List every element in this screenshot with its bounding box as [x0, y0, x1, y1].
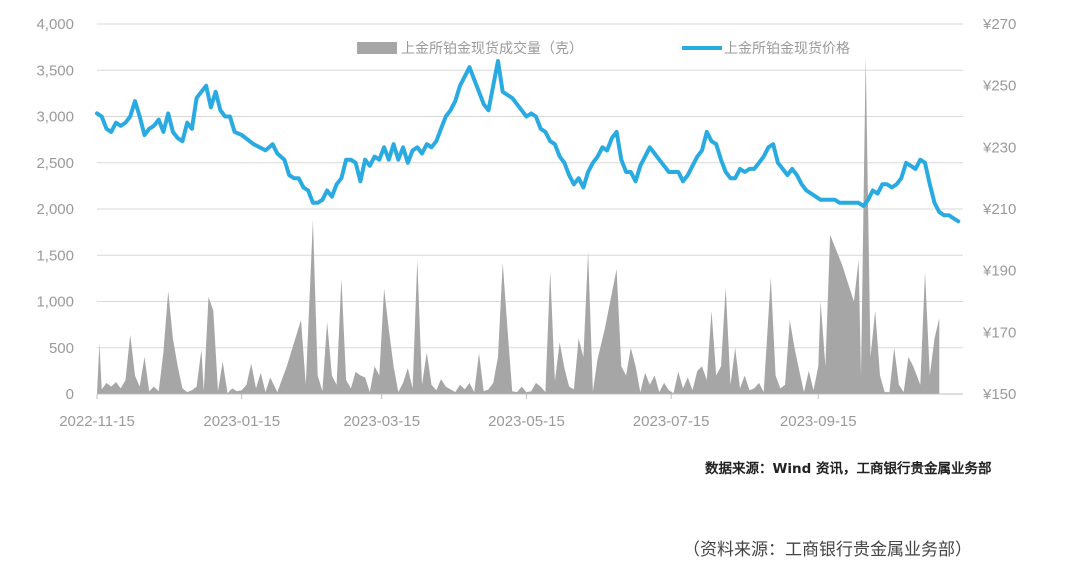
- legend-label-price: 上金所铂金现货价格: [724, 40, 850, 57]
- x-tick-label: 2023-01-15: [203, 413, 280, 430]
- legend: 上金所铂金现货成交量（克） 上金所铂金现货价格: [357, 40, 850, 57]
- y-left-tick-label: 500: [49, 340, 74, 357]
- y-right-tick-label: ¥190: [982, 263, 1016, 280]
- y-right-tick-label: ¥150: [982, 386, 1016, 403]
- y-right-tick-label: ¥170: [982, 324, 1016, 341]
- x-tick-label: 2023-09-15: [780, 413, 857, 430]
- left-y-axis: 0 500 1,000 1,500 2,000 2,500 3,000 3,500 4,000: [36, 16, 74, 403]
- caption: （资料来源：工商银行贵金属业务部）: [683, 540, 972, 560]
- y-right-tick-label: ¥270: [982, 16, 1016, 33]
- y-left-tick-label: 1,500: [36, 247, 74, 264]
- y-left-tick-label: 2,500: [36, 155, 74, 172]
- legend-swatch-volume: [357, 42, 397, 54]
- y-left-tick-label: 0: [66, 386, 74, 403]
- y-left-tick-label: 2,000: [36, 201, 74, 218]
- y-left-tick-label: 4,000: [36, 16, 74, 33]
- y-right-tick-label: ¥250: [982, 78, 1016, 95]
- volume-area: [97, 56, 940, 395]
- x-tick-label: 2023-05-15: [488, 413, 565, 430]
- y-left-tick-label: 1,000: [36, 294, 74, 311]
- y-right-tick-label: ¥210: [982, 201, 1016, 218]
- price-line: [95, 59, 961, 224]
- x-tick-label: 2023-07-15: [633, 413, 710, 430]
- y-left-tick-label: 3,500: [36, 62, 74, 79]
- volume-area-layer: [97, 56, 940, 395]
- source-note: 数据来源：Wind 资讯，工商银行贵金属业务部: [705, 461, 992, 477]
- platinum-chart: 05001,0001,5002,0002,5003,0003,5004,000 …: [36, 16, 1016, 430]
- right-y-axis: ¥150 ¥170 ¥190 ¥210 ¥230 ¥250 ¥270: [982, 16, 1016, 403]
- y-right-tick-label: ¥230: [982, 139, 1016, 156]
- x-tick-label: 2023-03-15: [343, 413, 420, 430]
- x-tick-label: 2022-11-15: [59, 413, 135, 430]
- price-line-layer: [95, 59, 961, 224]
- y-left-tick-label: 3,000: [36, 109, 74, 126]
- legend-label-volume: 上金所铂金现货成交量（克）: [401, 40, 583, 57]
- x-axis: 2022-11-15 2023-01-15 2023-03-15 2023-05-15…: [59, 393, 963, 430]
